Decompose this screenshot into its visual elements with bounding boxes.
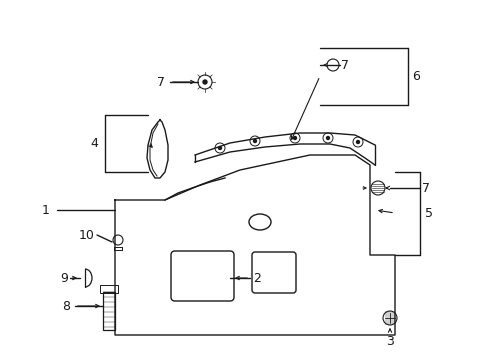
Circle shape	[356, 140, 359, 144]
Circle shape	[293, 136, 296, 140]
Text: 9: 9	[60, 271, 68, 284]
Text: 1: 1	[42, 203, 50, 216]
Bar	[100, 285, 118, 293]
Text: 7: 7	[340, 59, 348, 72]
Circle shape	[326, 136, 329, 140]
Text: 10: 10	[79, 229, 95, 242]
Text: 2: 2	[252, 271, 260, 284]
Text: 5: 5	[424, 207, 432, 220]
Text: 6: 6	[411, 69, 419, 82]
Text: 7: 7	[157, 76, 164, 89]
Circle shape	[218, 147, 221, 149]
Text: 7: 7	[421, 181, 429, 194]
Text: 8: 8	[62, 300, 70, 312]
Text: 3: 3	[385, 335, 393, 348]
Circle shape	[253, 140, 256, 143]
Text: 4: 4	[90, 136, 98, 149]
Circle shape	[203, 80, 206, 84]
Bar	[103, 292, 115, 330]
